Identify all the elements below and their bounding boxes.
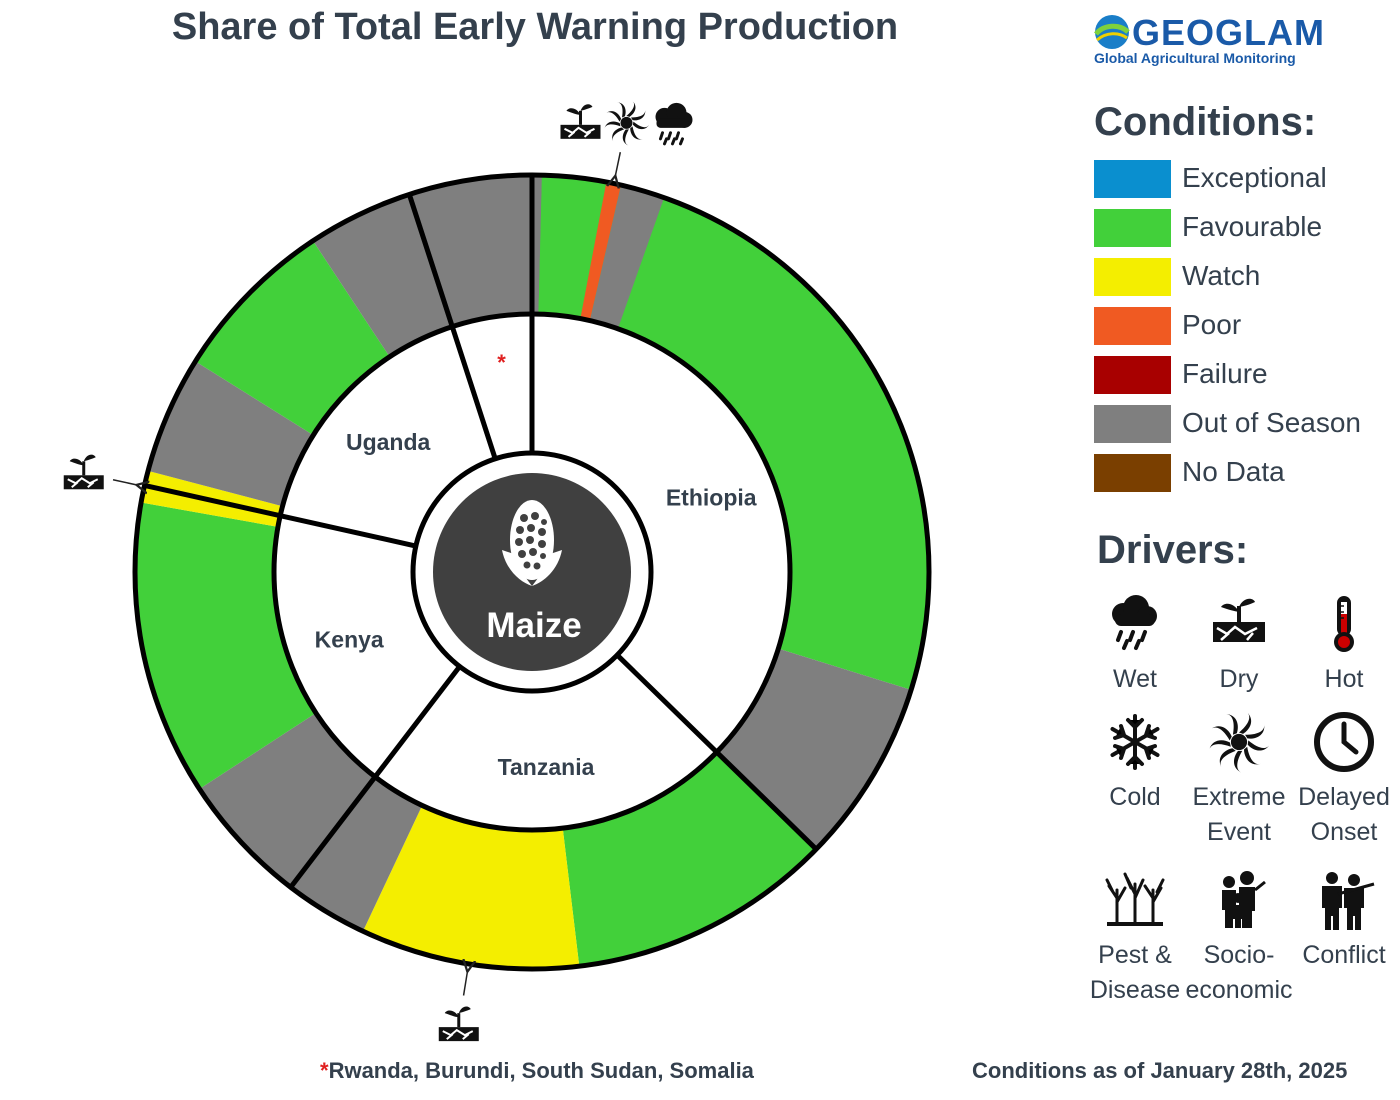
driver-pointer-4 <box>464 972 468 996</box>
condition-segment-tanzania-3 <box>562 752 817 967</box>
driver-label-line: Cold <box>1109 783 1161 811</box>
driver-legend-wet: Wet <box>1080 592 1190 697</box>
logo-subtitle: Global Agricultural Monitoring <box>1094 50 1296 66</box>
driver-label: Pest & Disease <box>1080 938 1190 1008</box>
driver-label: Cold <box>1080 780 1190 815</box>
driver-label: Hot <box>1289 662 1399 697</box>
driver-marker-dry-icon <box>437 1004 481 1043</box>
legend-swatch <box>1094 356 1171 394</box>
condition-segment-tanzania-5 <box>290 776 423 932</box>
snowflake-icon <box>1110 714 1160 770</box>
legend-swatch <box>1094 405 1171 443</box>
country-label-others: * <box>497 350 506 375</box>
condition-segment-others-14 <box>589 185 665 329</box>
driver-marker-dry-icon <box>62 453 106 491</box>
driver-label-line: Delayed <box>1298 783 1390 811</box>
country-label-kenya: Kenya <box>315 626 384 652</box>
driver-legend-conflict: Conflict <box>1289 868 1399 973</box>
legend-label: Watch <box>1182 260 1261 291</box>
footnote-marker: * <box>320 1058 329 1083</box>
country-divider-others <box>406 193 498 460</box>
driver-label-line: economic <box>1185 976 1293 1004</box>
legend-swatch <box>1094 258 1171 296</box>
driver-legend-pest: Pest & Disease <box>1080 868 1190 1008</box>
clock-icon <box>1314 712 1374 772</box>
legend-label: No Data <box>1182 456 1285 487</box>
condition-segment-uganda-10 <box>195 240 390 436</box>
driver-label-line: Event <box>1207 818 1271 846</box>
driver-label-line: Wet <box>1113 665 1157 693</box>
driver-marker-extreme-icon <box>602 100 650 147</box>
driver-label: Conflict <box>1289 938 1399 973</box>
driver-label-line: Dry <box>1219 665 1259 693</box>
family-icon <box>1222 871 1266 928</box>
driver-legend-dry: Dry <box>1184 592 1294 697</box>
center-label: Maize <box>486 606 581 645</box>
legend-swatch <box>1094 160 1171 198</box>
legend-label: Out of Season <box>1182 407 1362 438</box>
driver-label-line: Extreme <box>1192 783 1286 811</box>
driver-pointer-8 <box>112 478 136 485</box>
country-divider-uganda <box>144 482 417 549</box>
donut-chart: Ethiopia Tanzania Kenya Uganda * Maize <box>62 100 932 1043</box>
legend-swatch <box>1094 307 1171 345</box>
conditions-heading: Conditions: <box>1094 100 1317 144</box>
driver-legend-delayed: Delayed Onset <box>1289 710 1399 850</box>
chart-title: Share of Total Early Warning Production <box>171 6 899 48</box>
cyclone-icon <box>1207 711 1271 774</box>
geoglam-logo: GEOGLAM Global Agricultural Monitoring <box>1092 8 1392 70</box>
driver-legend-socio: Socio-economic <box>1184 868 1294 1008</box>
dry-soil-icon <box>1213 598 1265 642</box>
dead-trees-icon <box>1105 872 1165 926</box>
driver-label-line: Socio- <box>1203 941 1275 969</box>
driver-label-line: Pest & <box>1098 941 1172 969</box>
driver-label-line: Conflict <box>1302 941 1386 969</box>
rain-cloud-icon <box>1112 595 1157 650</box>
legend-swatch <box>1094 209 1171 247</box>
legend-label: Poor <box>1182 309 1242 340</box>
driver-marker-wet-icon <box>653 101 694 146</box>
legend-label: Failure <box>1182 358 1268 389</box>
driver-label-line: Disease <box>1089 976 1181 1004</box>
country-label-ethiopia: Ethiopia <box>666 484 757 510</box>
globe-icon <box>1094 15 1130 49</box>
country-label-uganda: Uganda <box>346 429 431 455</box>
driver-label: Delayed Onset <box>1289 780 1399 850</box>
driver-label: Socio-economic <box>1184 938 1294 1008</box>
condition-segment-ethiopia-1 <box>532 175 929 690</box>
country-label-tanzania: Tanzania <box>498 754 595 780</box>
condition-segment-others-13 <box>580 182 622 321</box>
condition-segment-others-12 <box>538 175 607 319</box>
footnote: *Rwanda, Burundi, South Sudan, Somalia <box>320 1058 754 1084</box>
condition-segment-uganda-11 <box>312 175 542 357</box>
driver-label-line: Onset <box>1310 818 1378 846</box>
country-divider-tanzania <box>615 653 818 851</box>
driver-legend-hot: Hot <box>1289 592 1399 697</box>
soldiers-icon <box>1322 872 1375 930</box>
logo-name: GEOGLAM <box>1132 12 1325 53</box>
driver-marker-dry-icon <box>558 102 602 141</box>
legend-swatch <box>1094 454 1171 492</box>
driver-pointer-13 <box>615 152 622 175</box>
condition-segment-kenya-9 <box>148 361 314 507</box>
legend-label: Exceptional <box>1182 162 1327 193</box>
thermometer-icon <box>1334 596 1354 652</box>
driver-label: Dry <box>1184 662 1294 697</box>
condition-segment-tanzania-4 <box>362 805 580 969</box>
legend-label: Favourable <box>1182 211 1323 242</box>
driver-label: Extreme Event <box>1184 780 1294 850</box>
as-of-date: Conditions as of January 28th, 2025 <box>972 1058 1348 1083</box>
driver-label: Wet <box>1080 662 1190 697</box>
maize-icon <box>502 500 562 586</box>
condition-segment-kenya-7 <box>135 502 316 789</box>
driver-legend-cold: Cold <box>1080 710 1190 815</box>
country-divider-kenya <box>288 664 462 889</box>
driver-label-line: Hot <box>1324 665 1364 693</box>
drivers-heading: Drivers: <box>1097 528 1249 572</box>
footnote-text: Rwanda, Burundi, South Sudan, Somalia <box>328 1058 754 1083</box>
driver-legend-extreme: Extreme Event <box>1184 710 1294 850</box>
